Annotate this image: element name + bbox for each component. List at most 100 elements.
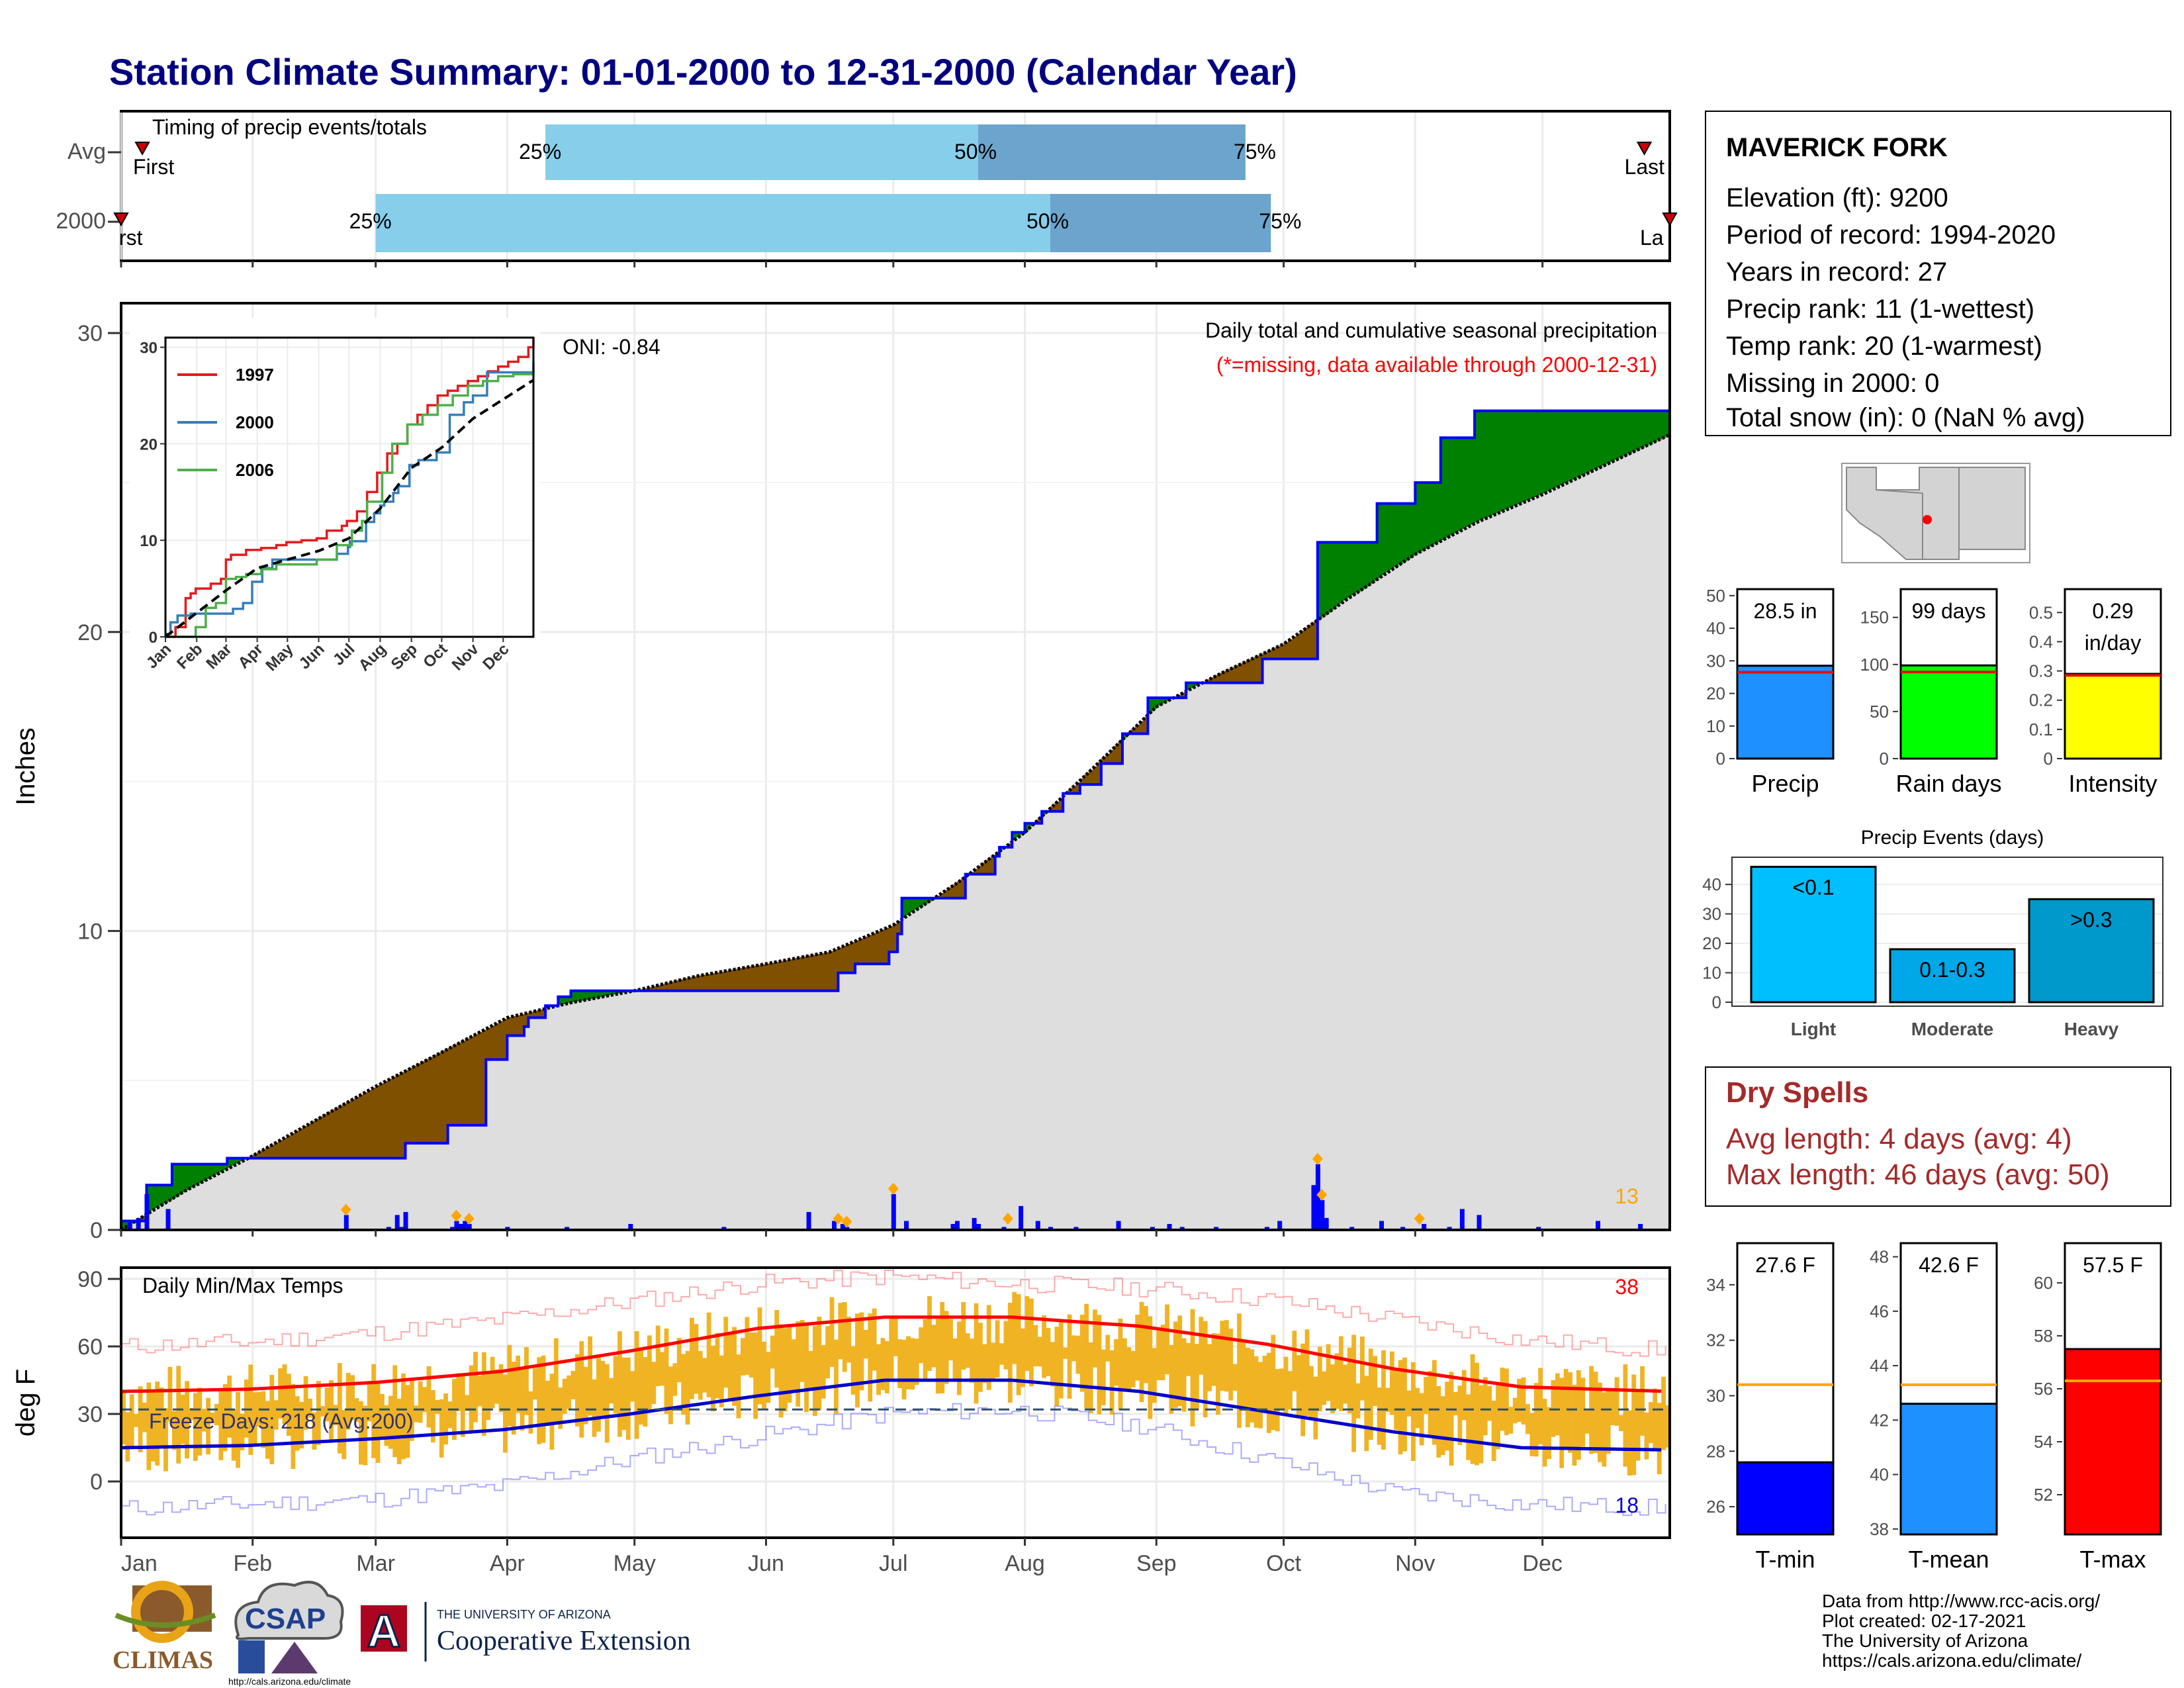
daily-temp-range-bar: [1377, 1387, 1382, 1445]
daily-temp-range-bar: [443, 1393, 449, 1445]
daily-temp-range-bar: [359, 1401, 363, 1465]
heavy-event-marker-icon: [841, 1215, 852, 1228]
temp-summary-panel-name: T-mean: [1908, 1546, 1989, 1573]
below-normal-fill: [1139, 721, 1144, 734]
last-event-label: Last: [1625, 155, 1665, 179]
month-label: Nov: [1395, 1551, 1435, 1576]
daily-temp-range-bar: [537, 1357, 542, 1444]
daily-temp-range-bar: [337, 1363, 342, 1454]
below-normal-fill: [426, 1058, 432, 1144]
above-normal-fill: [1665, 410, 1670, 436]
precip-summary-ytick-label: 100: [1860, 655, 1889, 675]
daily-precip-bar: [1214, 1227, 1219, 1230]
below-normal-fill: [1228, 669, 1234, 683]
daily-precip-bar: [458, 1223, 463, 1230]
daily-temp-range-bar: [1525, 1404, 1530, 1434]
below-normal-fill: [1266, 651, 1271, 659]
daily-temp-range-bar: [1271, 1335, 1276, 1430]
inset-legend: 1997 2000 2006: [177, 365, 274, 480]
heavy-event-marker-icon: [451, 1209, 462, 1222]
above-normal-fill: [1487, 410, 1492, 517]
precip-ytick-label: 20: [77, 620, 103, 645]
inset-normal-line: [164, 379, 535, 638]
daily-precip-bar: [1019, 1205, 1024, 1230]
daily-temp-range-bar: [422, 1387, 427, 1413]
temp-ytick-label: 60: [77, 1335, 103, 1360]
daily-temp-range-bar: [308, 1398, 312, 1418]
daily-temp-range-bar: [1487, 1385, 1492, 1421]
temp-ytick-label: 30: [77, 1402, 103, 1427]
daily-temp-range-bar: [1406, 1390, 1412, 1417]
inset-background: [130, 318, 540, 662]
daily-temp-range-bar: [1648, 1402, 1653, 1444]
daily-temp-range-bar: [1093, 1309, 1097, 1368]
temp-summary-panel-name: T-min: [1756, 1546, 1815, 1573]
precip-summary-ytick-label: 50: [1706, 586, 1725, 606]
daily-temp-range-bar: [1148, 1316, 1153, 1419]
daily-temp-range-bar: [418, 1381, 423, 1423]
heavy-event-marker-icon: [833, 1212, 844, 1225]
above-normal-fill: [1470, 438, 1475, 525]
daily-precip-bar: [1349, 1227, 1355, 1230]
daily-temp-range-bar: [812, 1325, 817, 1416]
daily-precip-bar: [1638, 1223, 1643, 1230]
daily-temp-range-bar: [1385, 1387, 1390, 1412]
above-normal-fill: [1593, 410, 1598, 470]
daily-temp-range-bar: [600, 1360, 606, 1417]
daily-temp-range-bar: [1241, 1342, 1246, 1411]
daily-temp-range-bar: [1491, 1400, 1496, 1462]
above-normal-fill: [1653, 410, 1658, 442]
precip-events-ytick-label: 10: [1702, 963, 1721, 983]
precip-summary-panel-name: Precip: [1751, 770, 1819, 797]
daily-temp-range-bar: [1211, 1333, 1216, 1386]
above-normal-fill: [1533, 410, 1539, 498]
station-temp-rank: Temp rank: 20 (1-warmest): [1726, 332, 2042, 361]
precip-panel-frame: [120, 302, 1671, 1231]
record-high-line: [121, 1270, 1666, 1357]
daily-temp-range-bar: [706, 1312, 711, 1397]
daily-temp-range-bar: [791, 1339, 796, 1391]
daily-precip-bar: [454, 1221, 459, 1230]
daily-temp-range-bar: [1334, 1353, 1340, 1409]
above-normal-fill: [1368, 542, 1373, 584]
precip-summary-ytick-label: 150: [1860, 608, 1889, 628]
daily-temp-range-bar: [1496, 1382, 1500, 1450]
last-event-marker-icon: [1662, 212, 1678, 227]
daily-precip-bar: [1596, 1221, 1601, 1230]
below-normal-fill: [435, 1055, 440, 1144]
daily-temp-range-bar: [884, 1340, 889, 1393]
below-normal-fill: [799, 957, 805, 991]
daily-temp-range-bar: [341, 1409, 347, 1460]
below-normal-fill: [367, 1090, 372, 1158]
daily-precip-bar: [721, 1227, 727, 1230]
precip-summary-ytick-label: 0.5: [2029, 602, 2053, 622]
daily-temp-range-bar: [647, 1335, 652, 1413]
daily-temp-range-bar: [757, 1307, 762, 1405]
daily-precip-bar: [1315, 1164, 1320, 1230]
daily-temp-range-bar: [1461, 1370, 1467, 1421]
below-normal-fill: [940, 892, 945, 898]
daily-temp-range-bar: [1627, 1410, 1632, 1476]
first-event-label: rst: [119, 226, 143, 250]
above-normal-fill: [1521, 410, 1526, 503]
daily-temp-range-bar: [1644, 1412, 1649, 1460]
daily-precip-bar: [1379, 1221, 1385, 1230]
daily-precip-bar: [1459, 1209, 1465, 1230]
daily-temp-range-bar: [1347, 1347, 1352, 1414]
daily-temp-range-bar: [880, 1338, 886, 1391]
precip-summary-ytick-label: 0.2: [2029, 690, 2053, 710]
daily-precip-bar: [1447, 1227, 1452, 1230]
below-normal-fill: [711, 973, 716, 991]
below-normal-fill: [978, 865, 983, 874]
daily-temp-range-bar: [1512, 1397, 1518, 1424]
below-normal-fill: [880, 929, 886, 964]
below-normal-fill: [405, 1070, 410, 1144]
daily-temp-range-bar: [766, 1352, 771, 1403]
temp-panel-label: Daily Min/Max Temps: [142, 1274, 343, 1297]
temp-y-label: deg F: [11, 1369, 40, 1436]
below-normal-fill: [821, 953, 826, 991]
temp-summary-ytick-label: 38: [1870, 1519, 1889, 1539]
precip-ytick-label: 30: [77, 321, 103, 346]
timing-bar-q50-q75: [978, 124, 1246, 180]
daily-temp-range-bar: [1661, 1376, 1666, 1450]
